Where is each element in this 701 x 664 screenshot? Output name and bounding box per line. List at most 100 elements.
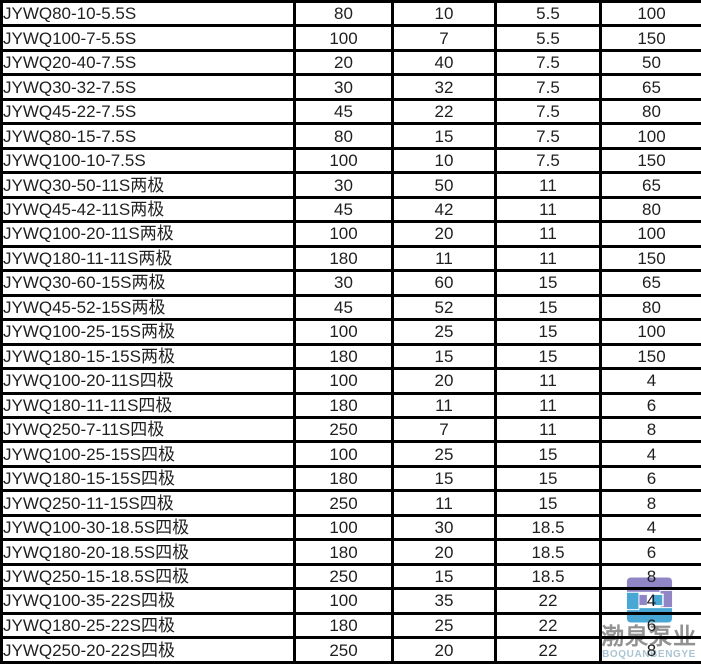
- value-cell: 7.5: [494, 48, 602, 77]
- value-cell: 52: [391, 293, 497, 322]
- value-cell: 180: [293, 391, 394, 419]
- value-cell: 8: [599, 562, 701, 591]
- value-cell: 80: [599, 97, 701, 126]
- table-row: JYWQ180-15-15S两极 180 15 15 150: [0, 342, 701, 371]
- value-cell: 15: [494, 269, 602, 297]
- value-cell: 8: [599, 415, 701, 444]
- model-cell: JYWQ30-50-11S两极: [0, 171, 296, 199]
- model-cell: JYWQ100-10-7.5S: [0, 146, 296, 175]
- model-cell: JYWQ100-25-15S两极: [0, 318, 296, 346]
- value-cell: 30: [293, 269, 394, 297]
- value-cell: 6: [599, 464, 701, 493]
- value-cell: 80: [599, 293, 701, 322]
- value-cell: 7.5: [494, 146, 602, 175]
- value-cell: 150: [599, 146, 701, 175]
- value-cell: 150: [599, 342, 701, 371]
- value-cell: 100: [293, 318, 394, 346]
- value-cell: 15: [494, 342, 602, 371]
- value-cell: 250: [293, 489, 394, 517]
- table-row: JYWQ100-7-5.5S 100 7 5.5 150: [0, 24, 701, 52]
- model-cell: JYWQ180-20-18.5S四极: [0, 538, 296, 566]
- value-cell: 18.5: [494, 513, 602, 542]
- value-cell: 65: [599, 171, 701, 199]
- table-row: JYWQ80-15-7.5S 80 15 7.5 100: [0, 122, 701, 150]
- table-row: JYWQ180-11-11S四极 180 11 11 6: [0, 391, 701, 419]
- value-cell: 100: [599, 318, 701, 346]
- model-cell: JYWQ250-11-15S四极: [0, 489, 296, 517]
- value-cell: 11: [494, 195, 602, 224]
- value-cell: 65: [599, 269, 701, 297]
- value-cell: 80: [293, 0, 394, 28]
- value-cell: 45: [293, 97, 394, 126]
- model-cell: JYWQ100-30-18.5S四极: [0, 513, 296, 542]
- value-cell: 80: [293, 122, 394, 150]
- value-cell: 7: [391, 24, 497, 52]
- value-cell: 10: [391, 146, 497, 175]
- value-cell: 7.5: [494, 73, 602, 101]
- model-cell: JYWQ30-60-15S两极: [0, 269, 296, 297]
- table-row: JYWQ180-20-18.5S四极 180 20 18.5 6: [0, 538, 701, 566]
- value-cell: 180: [293, 342, 394, 371]
- value-cell: 50: [599, 48, 701, 77]
- table-row: JYWQ45-22-7.5S 45 22 7.5 80: [0, 97, 701, 126]
- value-cell: 15: [494, 293, 602, 322]
- model-cell: JYWQ100-20-11S两极: [0, 220, 296, 248]
- table-row: JYWQ180-15-15S四极 180 15 15 6: [0, 464, 701, 493]
- table-row: JYWQ100-20-11S两极 100 20 11 100: [0, 220, 701, 248]
- value-cell: 7.5: [494, 97, 602, 126]
- value-cell: 15: [494, 464, 602, 493]
- value-cell: 100: [293, 587, 394, 615]
- value-cell: 15: [391, 122, 497, 150]
- model-cell: JYWQ250-7-11S四极: [0, 415, 296, 444]
- table-row: JYWQ100-35-22S四极 100 35 22 4: [0, 587, 701, 615]
- value-cell: 100: [293, 440, 394, 468]
- value-cell: 11: [494, 367, 602, 395]
- table-row: JYWQ45-42-11S两极 45 42 11 80: [0, 195, 701, 224]
- value-cell: 80: [599, 195, 701, 224]
- model-cell: JYWQ100-35-22S四极: [0, 587, 296, 615]
- model-cell: JYWQ80-15-7.5S: [0, 122, 296, 150]
- model-cell: JYWQ20-40-7.5S: [0, 48, 296, 77]
- value-cell: 11: [494, 244, 602, 273]
- value-cell: 100: [293, 220, 394, 248]
- table-row: JYWQ100-10-7.5S 100 10 7.5 150: [0, 146, 701, 175]
- value-cell: 22: [391, 97, 497, 126]
- value-cell: 15: [494, 318, 602, 346]
- value-cell: 35: [391, 587, 497, 615]
- value-cell: 100: [599, 122, 701, 150]
- value-cell: 6: [599, 611, 701, 640]
- value-cell: 150: [599, 244, 701, 273]
- value-cell: 65: [599, 73, 701, 101]
- value-cell: 45: [293, 293, 394, 322]
- model-cell: JYWQ180-15-15S两极: [0, 342, 296, 371]
- model-cell: JYWQ45-52-15S两极: [0, 293, 296, 322]
- model-cell: JYWQ45-42-11S两极: [0, 195, 296, 224]
- table-row: JYWQ250-11-15S四极 250 11 15 8: [0, 489, 701, 517]
- value-cell: 5.5: [494, 24, 602, 52]
- value-cell: 11: [391, 244, 497, 273]
- model-cell: JYWQ100-7-5.5S: [0, 24, 296, 52]
- table-row: JYWQ30-50-11S两极 30 50 11 65: [0, 171, 701, 199]
- model-cell: JYWQ45-22-7.5S: [0, 97, 296, 126]
- value-cell: 11: [494, 220, 602, 248]
- value-cell: 30: [391, 513, 497, 542]
- value-cell: 6: [599, 538, 701, 566]
- value-cell: 4: [599, 513, 701, 542]
- value-cell: 180: [293, 611, 394, 640]
- value-cell: 5.5: [494, 0, 602, 28]
- table-row: JYWQ100-25-15S四极 100 25 15 4: [0, 440, 701, 468]
- value-cell: 250: [293, 562, 394, 591]
- model-cell: JYWQ180-11-11S两极: [0, 244, 296, 273]
- value-cell: 100: [293, 367, 394, 395]
- model-cell: JYWQ30-32-7.5S: [0, 73, 296, 101]
- value-cell: 22: [494, 611, 602, 640]
- model-cell: JYWQ80-10-5.5S: [0, 0, 296, 28]
- table-row: JYWQ180-11-11S两极 180 11 11 150: [0, 244, 701, 273]
- value-cell: 20: [391, 538, 497, 566]
- value-cell: 25: [391, 318, 497, 346]
- table-row: JYWQ180-25-22S四极 180 25 22 6: [0, 611, 701, 640]
- value-cell: 7.5: [494, 122, 602, 150]
- table-row: JYWQ20-40-7.5S 20 40 7.5 50: [0, 48, 701, 77]
